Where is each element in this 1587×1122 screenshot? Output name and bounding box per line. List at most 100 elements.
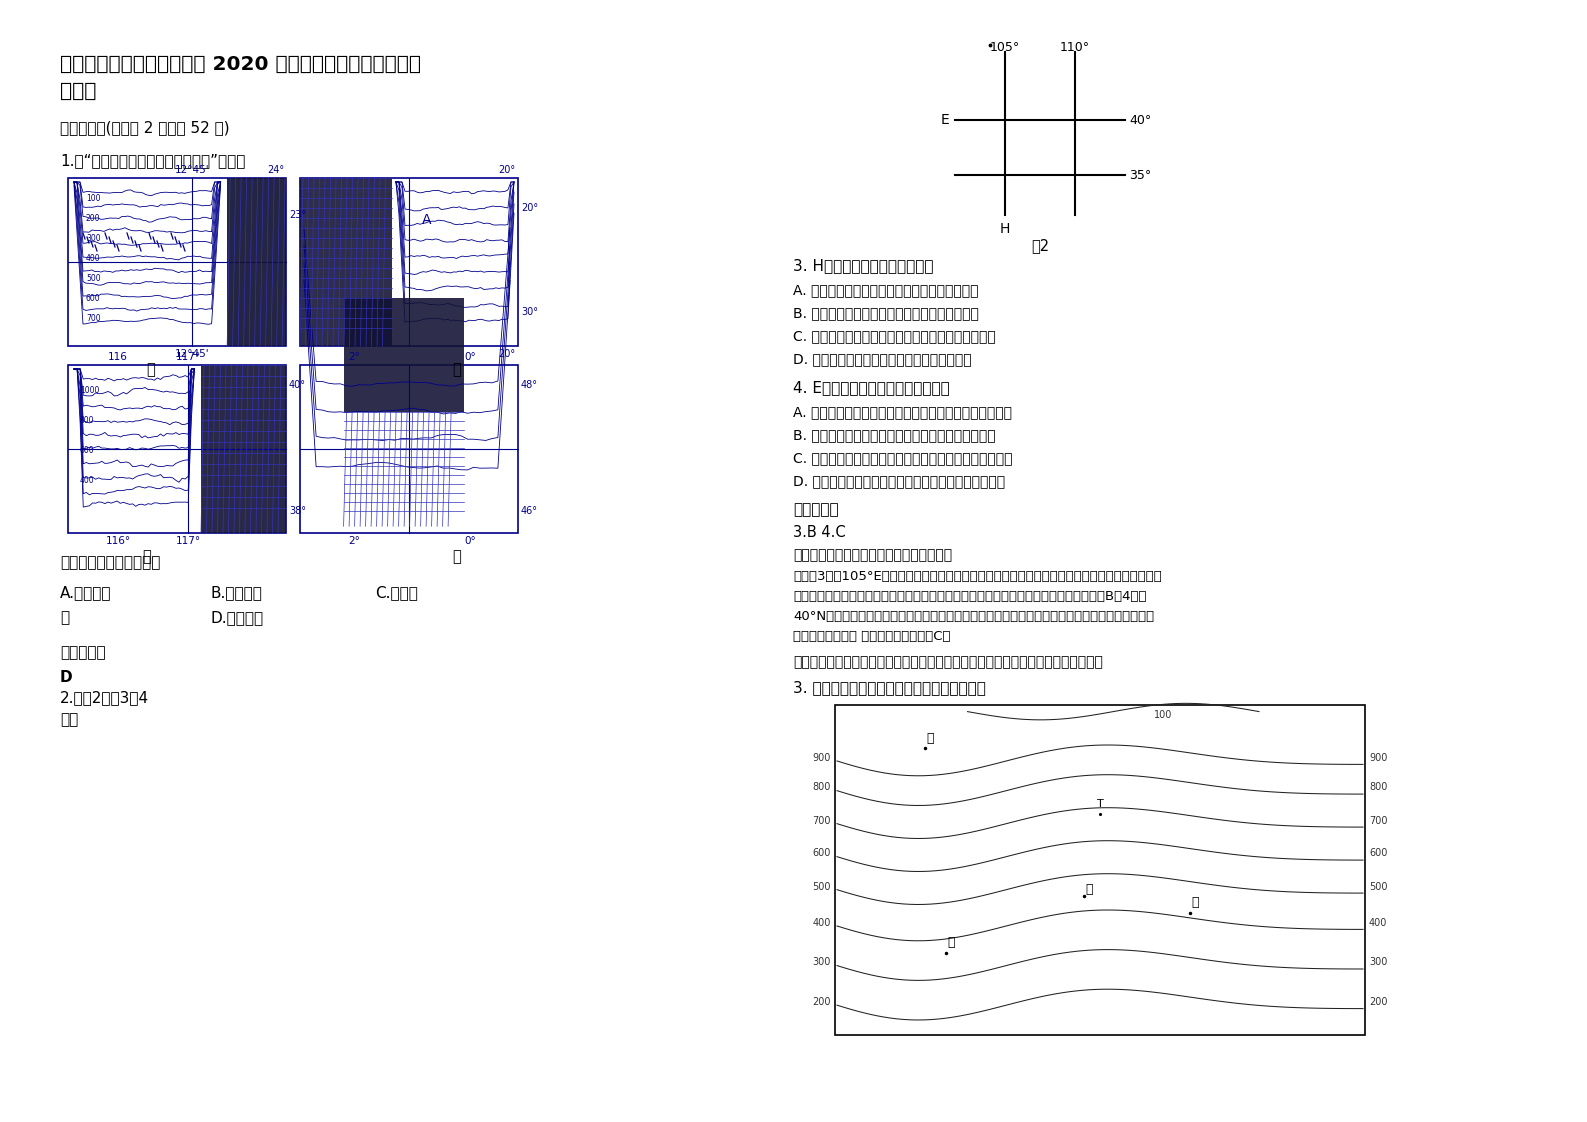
Text: E: E [940, 113, 949, 127]
Text: T: T [1097, 799, 1103, 809]
Text: 900: 900 [1370, 753, 1387, 763]
Text: 江苏省徐州市贾汪实验中学 2020 年高三地理下学期期末试题: 江苏省徐州市贾汪实验中学 2020 年高三地理下学期期末试题 [60, 55, 421, 74]
Text: 200: 200 [1370, 997, 1387, 1008]
Text: 500: 500 [86, 274, 100, 283]
Text: 1000: 1000 [79, 386, 100, 395]
Text: 乙: 乙 [1192, 896, 1200, 910]
Text: D.　丙和丁: D. 丙和丁 [209, 610, 263, 625]
Text: 117°: 117° [175, 536, 200, 546]
Bar [300, 178, 517, 346]
Text: B.　乙和丙: B. 乙和丙 [209, 585, 262, 600]
Text: 丙: 丙 [947, 936, 955, 949]
Bar [68, 365, 286, 533]
Text: 一、选择题(每小题 2 分，共 52 分): 一、选择题(每小题 2 分，共 52 分) [60, 120, 230, 135]
Text: 【思路点拨】根据经纬网进行定位，关键是把握好经过我国主要经纬向经过的地区。: 【思路点拨】根据经纬网进行定位，关键是把握好经过我国主要经纬向经过的地区。 [794, 655, 1103, 669]
Text: D. 准噎尔盆地、天山、塔里木盆地、青藏高原: D. 准噎尔盆地、天山、塔里木盆地、青藏高原 [794, 352, 971, 366]
Bar [227, 178, 286, 346]
Text: 800: 800 [813, 782, 832, 792]
Text: 46°: 46° [521, 506, 538, 516]
Text: 700: 700 [86, 313, 100, 322]
Text: D: D [60, 670, 73, 686]
Text: A. 内蒙古高原、黄土高原、青藏高原、云贵高原: A. 内蒙古高原、黄土高原、青藏高原、云贵高原 [794, 283, 979, 297]
Text: 40°: 40° [289, 380, 306, 390]
Text: A. 山东省、河北省、山西省、甘肃省、新疆维吾尔自治区: A. 山东省、河北省、山西省、甘肃省、新疆维吾尔自治区 [794, 405, 1013, 419]
Text: 117°: 117° [175, 352, 200, 362]
Text: 40°N在我国有定向西依次经过的省市有：辽宁省、河北省、天津市、北京市、山西省、内蒙古自治: 40°N在我国有定向西依次经过的省市有：辽宁省、河北省、天津市、北京市、山西省、… [794, 610, 1154, 623]
Text: 参考答案：: 参考答案： [60, 645, 106, 660]
Text: B. 河北省、山西省、内蒙古自治区、甘肃省、青海省: B. 河北省、山西省、内蒙古自治区、甘肃省、青海省 [794, 427, 995, 442]
Text: 400: 400 [813, 918, 832, 928]
Text: 20°: 20° [521, 203, 538, 213]
Text: 110°: 110° [1060, 42, 1090, 54]
Text: 700: 700 [813, 816, 832, 826]
Text: A: A [422, 213, 432, 227]
Text: 700: 700 [1370, 816, 1387, 826]
Bar [300, 178, 392, 346]
Text: 2.读图2回答3～4: 2.读图2回答3～4 [60, 690, 149, 705]
Text: 12°45': 12°45' [175, 165, 209, 175]
Text: 乙: 乙 [60, 610, 70, 625]
Text: D. 江苏省、河南省、陕西省、宁夏回族自治区、青海省: D. 江苏省、河南省、陕西省、宁夏回族自治区、青海省 [794, 473, 1005, 488]
Text: 乙: 乙 [452, 362, 462, 377]
Text: 3. 下图是某湿润区域等高线地形图．读图完成: 3. 下图是某湿润区域等高线地形图．读图完成 [794, 680, 986, 695]
Text: 丁: 丁 [452, 549, 462, 564]
Text: 2°: 2° [349, 536, 360, 546]
Text: 23°: 23° [289, 210, 306, 220]
Text: 48°: 48° [521, 380, 538, 390]
Text: 24°: 24° [267, 165, 284, 175]
Text: 题。: 题。 [60, 712, 78, 727]
Text: 38°: 38° [289, 506, 306, 516]
Text: 600: 600 [1370, 848, 1387, 858]
Text: 戊: 戊 [927, 732, 935, 745]
Bar [68, 178, 286, 346]
Text: 600: 600 [86, 294, 100, 303]
Text: 丙: 丙 [143, 549, 151, 564]
Text: 200: 200 [86, 213, 100, 222]
Text: 400: 400 [86, 254, 100, 263]
Text: 400: 400 [79, 476, 95, 485]
Text: 500: 500 [813, 882, 832, 892]
Bar [835, 705, 1365, 1034]
Text: 自然带相同的两个地区是: 自然带相同的两个地区是 [60, 555, 160, 570]
Text: 300: 300 [1370, 957, 1387, 967]
Bar [344, 297, 463, 412]
Text: 图2: 图2 [1032, 238, 1049, 252]
Text: 900: 900 [813, 753, 832, 763]
Text: 0°: 0° [463, 352, 476, 362]
Text: 500: 500 [1370, 882, 1387, 892]
Text: C. 黄土高原、长江中下游平原、四川盆地、云贵高原: C. 黄土高原、长江中下游平原、四川盆地、云贵高原 [794, 329, 995, 343]
Text: 116°: 116° [106, 536, 130, 546]
Text: 800: 800 [1370, 782, 1387, 792]
Text: 20°: 20° [498, 349, 516, 359]
Text: 100: 100 [1154, 710, 1173, 720]
Text: 解析：3题，105°E在我国由北向南依次经过的地形区是：内蒙古高原、黄土高原、四川盆地、云贵: 解析：3题，105°E在我国由北向南依次经过的地形区是：内蒙古高原、黄土高原、四… [794, 570, 1162, 583]
Text: 400: 400 [1370, 918, 1387, 928]
Text: H: H [1000, 222, 1011, 236]
Text: 20°: 20° [498, 165, 516, 175]
Text: 2°: 2° [349, 352, 360, 362]
Text: 100: 100 [86, 193, 100, 202]
Text: 参考答案：: 参考答案： [794, 502, 838, 517]
Text: 3.B 4.C: 3.B 4.C [794, 525, 846, 540]
Text: 0°: 0° [463, 536, 476, 546]
Text: 高原，不经过青藏高原、长江中下游平原、准噎尔盆地、天山山脉以及塔里木盆地，故选B。4题，: 高原，不经过青藏高原、长江中下游平原、准噎尔盆地、天山山脉以及塔里木盆地，故选B… [794, 590, 1146, 603]
Text: 116: 116 [108, 352, 129, 362]
Text: 40°: 40° [1128, 113, 1151, 127]
Text: 【知识点】本题组考查中国地理的空间定位: 【知识点】本题组考查中国地理的空间定位 [794, 548, 952, 562]
Text: 区、甘肃省、新疆 维吾尔自治区，故选C。: 区、甘肃省、新疆 维吾尔自治区，故选C。 [794, 629, 951, 643]
Text: 105°: 105° [990, 42, 1020, 54]
Text: C.　甲和: C. 甲和 [375, 585, 417, 600]
Bar [202, 365, 286, 533]
Text: 600: 600 [813, 848, 832, 858]
Text: 1.读“四个区域的地形和河流分布图”，回答: 1.读“四个区域的地形和河流分布图”，回答 [60, 153, 246, 168]
Text: 30°: 30° [521, 307, 538, 318]
Text: 含解析: 含解析 [60, 82, 97, 101]
Text: 35°: 35° [1128, 168, 1151, 182]
Bar [300, 365, 517, 533]
Text: B. 内蒙古高原、黄土高原、四川盆地、云贵高原: B. 内蒙古高原、黄土高原、四川盆地、云贵高原 [794, 306, 979, 320]
Text: A.　甲和丁: A. 甲和丁 [60, 585, 111, 600]
Text: 300: 300 [813, 957, 832, 967]
Text: 800: 800 [79, 415, 95, 424]
Text: 3. H经线穿越的我国大地形区有: 3. H经线穿越的我国大地形区有 [794, 258, 933, 273]
Text: 12°45': 12°45' [175, 349, 209, 359]
